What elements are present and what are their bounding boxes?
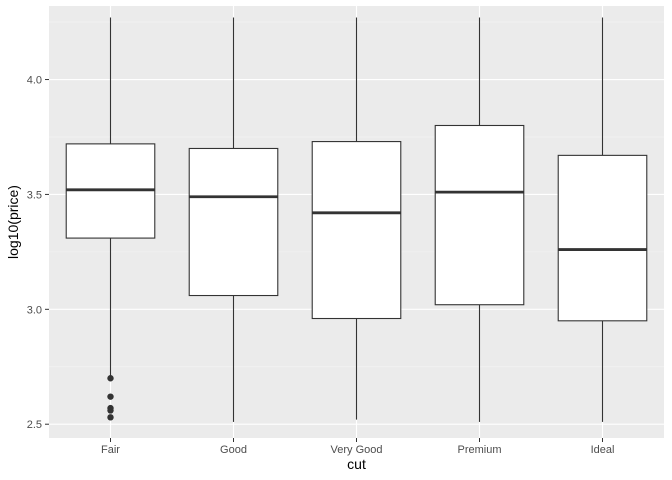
- x-axis-title: cut: [347, 456, 366, 472]
- box-series: [65, 17, 648, 422]
- box-iqr: [434, 124, 525, 306]
- y-tick-label: 3.5: [27, 189, 42, 201]
- x-tick-label: Ideal: [591, 444, 615, 456]
- box-iqr: [557, 154, 648, 322]
- outlier-point: [107, 407, 114, 414]
- box-good: [188, 17, 279, 422]
- box-ideal: [557, 17, 648, 422]
- box-iqr: [311, 141, 402, 320]
- outlier-point: [107, 375, 114, 382]
- y-axis: 2.5 3.0 3.5 4.0: [27, 75, 49, 431]
- y-axis-title: log10(price): [5, 185, 21, 259]
- x-tick-label: Good: [220, 444, 247, 456]
- box-fair: [65, 17, 156, 421]
- box-iqr: [188, 147, 279, 297]
- box-premium: [434, 17, 525, 422]
- outlier-point: [107, 414, 114, 421]
- box-very-good: [311, 17, 402, 420]
- y-tick-label: 3.0: [27, 304, 42, 316]
- y-tick-label: 2.5: [27, 419, 42, 431]
- outlier-point: [107, 393, 114, 400]
- x-tick-label: Very Good: [331, 444, 383, 456]
- x-axis: Fair Good Very Good Premium Ideal: [101, 438, 614, 456]
- y-tick-label: 4.0: [27, 75, 42, 87]
- x-tick-label: Premium: [457, 444, 501, 456]
- x-tick-label: Fair: [101, 444, 120, 456]
